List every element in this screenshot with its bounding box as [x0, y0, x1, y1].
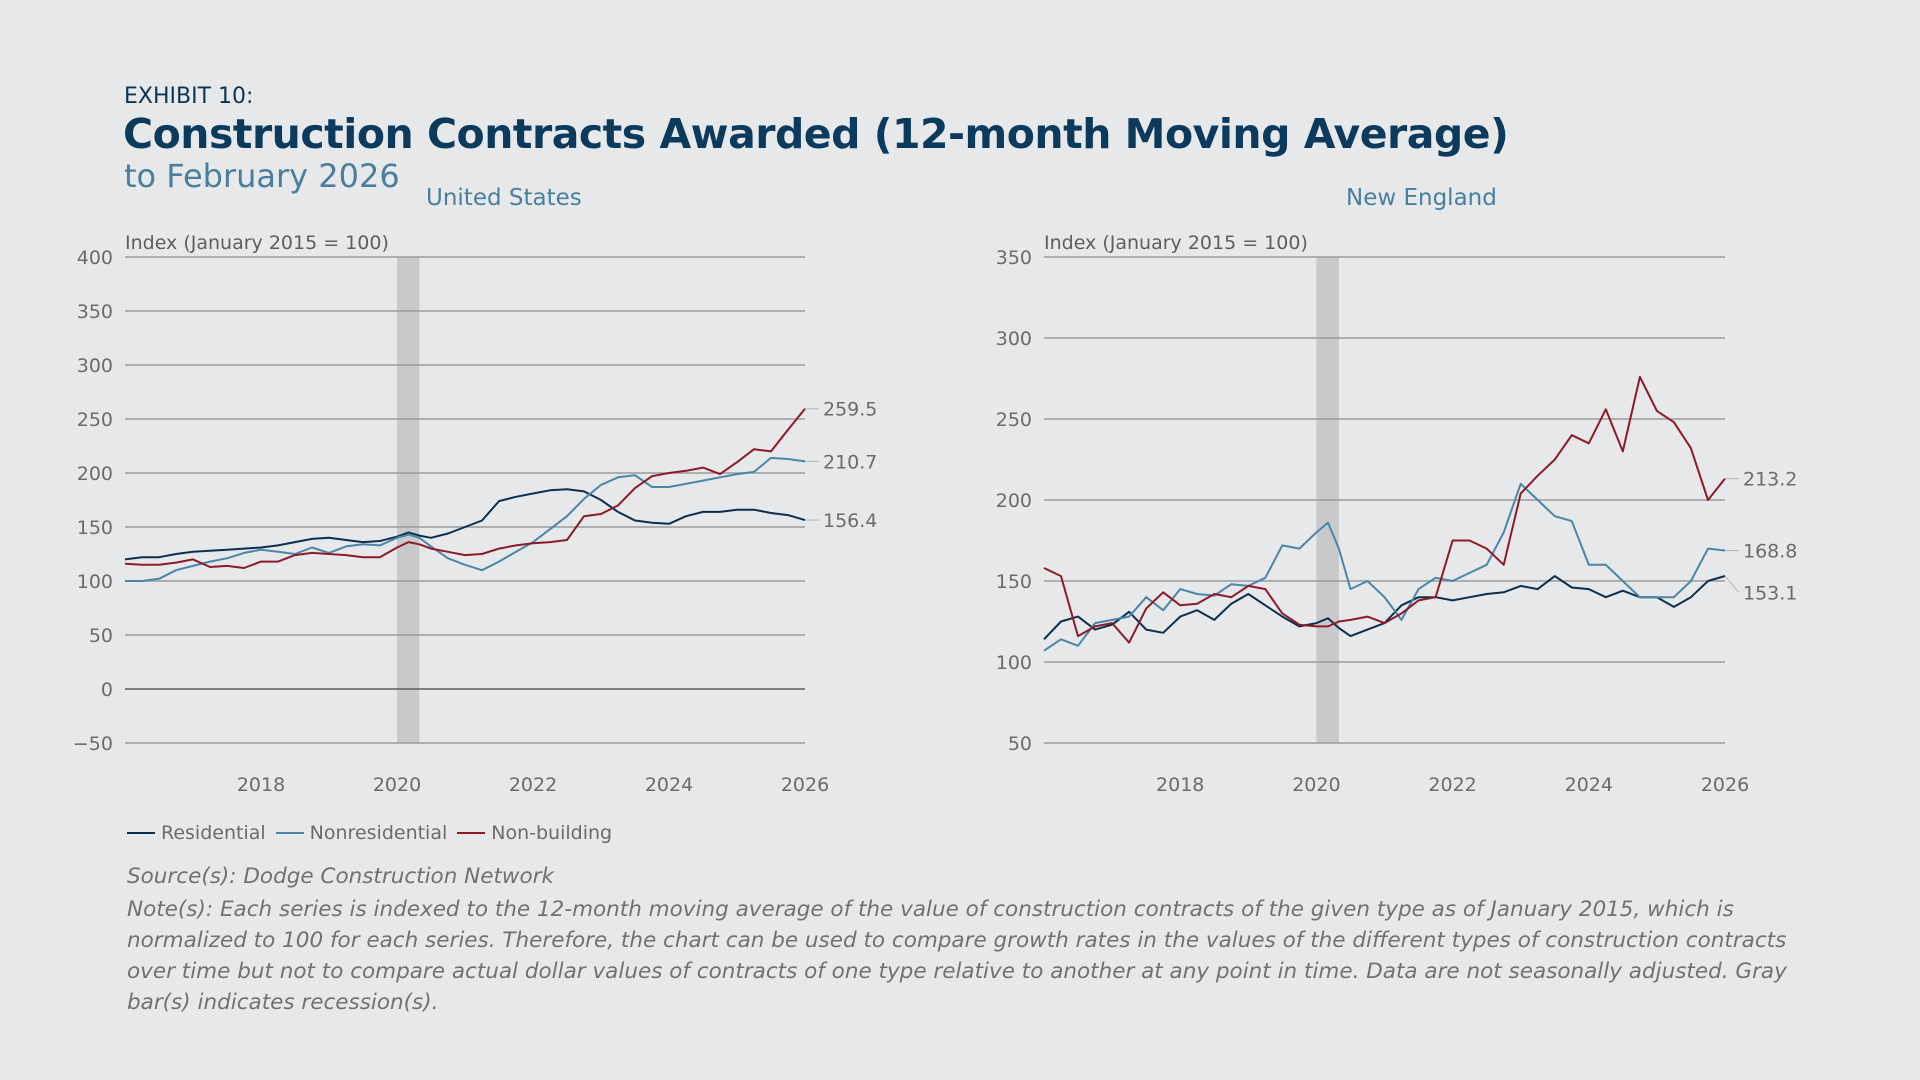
ne-x-tick-label: 2026 [1701, 774, 1749, 796]
us-y-tick-label: 200 [77, 463, 113, 485]
us-x-tick-label: 2024 [645, 774, 693, 796]
ne-y-tick-label: 150 [996, 571, 1032, 593]
legend-swatch-nonresidential [275, 832, 304, 834]
legend-label-nonresidential: Nonresidential [309, 822, 448, 844]
us-x-tick-label: 2018 [237, 774, 285, 796]
legend-item-residential: Residential [127, 822, 266, 844]
ne-x-tick-label: 2018 [1156, 774, 1204, 796]
us-end-label-residential: 156.4 [823, 510, 877, 532]
us-series-nonresidential [125, 456, 806, 582]
ne-end-label-residential: 153.1 [1743, 583, 1797, 605]
legend: Residential Nonresidential Non-building [127, 822, 612, 844]
us-y-tick-label: 100 [77, 571, 113, 593]
legend-item-nonbuilding: Non-building [457, 822, 612, 844]
ne-y-tick-label: 350 [996, 247, 1032, 269]
legend-label-residential: Residential [161, 822, 266, 844]
ne-x-tick-label: 2020 [1292, 774, 1340, 796]
us-y-tick-label: 50 [89, 625, 113, 647]
us-series-residential [124, 488, 806, 561]
us-y-tick-label: 300 [77, 355, 113, 377]
panel-title-us: United States [426, 185, 582, 211]
legend-swatch-nonbuilding [457, 832, 486, 834]
legend-label-nonbuilding: Non-building [491, 822, 613, 844]
ne-series-residential [1043, 575, 1726, 640]
us-x-tick-label: 2022 [509, 774, 557, 796]
chart-subtitle: to February 2026 [124, 157, 400, 195]
us-y-axis-label: Index (January 2015 = 100) [125, 232, 389, 254]
us-recession-bar [397, 257, 420, 743]
note-text: Note(s): Each series is indexed to the 1… [127, 897, 1787, 1015]
panel-title-ne: New England [1346, 185, 1497, 211]
ne-x-tick-label: 2024 [1565, 774, 1613, 796]
us-y-tick-label: 0 [101, 679, 113, 701]
ne-y-tick-label: 100 [996, 652, 1032, 674]
ne-series-nonresidential [1043, 482, 1726, 652]
us-y-tick-label: −50 [73, 733, 113, 755]
us-y-tick-label: 250 [77, 409, 113, 431]
us-y-tick-label: 150 [77, 517, 113, 539]
us-series-nonbuilding [124, 408, 806, 569]
us-x-tick-label: 2020 [373, 774, 421, 796]
exhibit-label: EXHIBIT 10: [124, 84, 254, 109]
us-y-tick-label: 350 [77, 301, 113, 323]
ne-y-tick-label: 50 [1008, 733, 1032, 755]
us-y-tick-label: 400 [77, 247, 113, 269]
ne-series-nonbuilding [1043, 375, 1726, 644]
chart-title: Construction Contracts Awarded (12-month… [123, 110, 1509, 158]
us-end-label-nonresidential: 210.7 [823, 451, 877, 473]
ne-y-tick-label: 200 [996, 490, 1032, 512]
ne-end-label-nonresidential: 168.8 [1743, 541, 1797, 563]
ne-x-tick-label: 2022 [1428, 774, 1476, 796]
us-x-tick-label: 2026 [781, 774, 829, 796]
us-end-label-nonbuilding: 259.5 [823, 399, 877, 421]
ne-y-tick-label: 300 [996, 328, 1032, 350]
legend-item-nonresidential: Nonresidential [275, 822, 448, 844]
ne-y-axis-label: Index (January 2015 = 100) [1044, 232, 1308, 254]
ne-end-label-leader [1724, 575, 1740, 593]
legend-swatch-residential [127, 832, 155, 834]
ne-end-label-nonbuilding: 213.2 [1743, 469, 1797, 491]
ne-y-tick-label: 250 [996, 409, 1032, 431]
source-text: Source(s): Dodge Construction Network [127, 864, 554, 889]
